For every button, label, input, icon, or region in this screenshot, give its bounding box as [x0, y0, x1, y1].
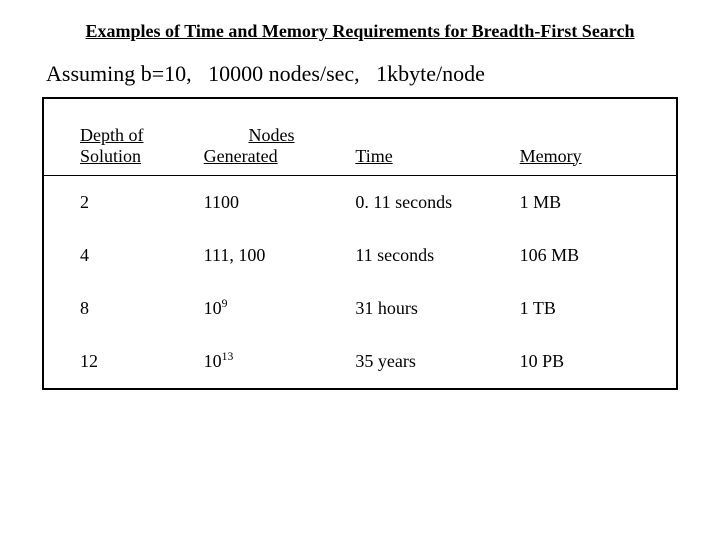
table-row: 4 111, 100 11 seconds 106 MB — [44, 229, 676, 282]
cell-nodes: 1013 — [196, 335, 348, 388]
col-header-time: Time — [347, 99, 511, 176]
bfs-table: Depth of Solution Nodes Generated Time M… — [44, 99, 676, 388]
cell-depth: 12 — [44, 335, 196, 388]
col-header-depth-line1: Depth of — [80, 125, 143, 145]
cell-nodes: 1100 — [196, 175, 348, 229]
cell-memory: 1 TB — [512, 282, 676, 335]
cell-memory: 10 PB — [512, 335, 676, 388]
col-header-depth-line2: Solution — [80, 146, 141, 166]
cell-depth: 8 — [44, 282, 196, 335]
table-row: 12 1013 35 years 10 PB — [44, 335, 676, 388]
bfs-table-container: Depth of Solution Nodes Generated Time M… — [42, 97, 678, 390]
page-title: Examples of Time and Memory Requirements… — [70, 20, 650, 43]
col-header-nodes-line2: Generated — [204, 146, 340, 167]
cell-nodes: 111, 100 — [196, 229, 348, 282]
cell-depth: 4 — [44, 229, 196, 282]
col-header-memory: Memory — [512, 99, 676, 176]
table-row: 8 109 31 hours 1 TB — [44, 282, 676, 335]
cell-memory: 106 MB — [512, 229, 676, 282]
cell-time: 31 hours — [347, 282, 511, 335]
col-header-depth: Depth of Solution — [44, 99, 196, 176]
cell-time: 0. 11 seconds — [347, 175, 511, 229]
table-header-row: Depth of Solution Nodes Generated Time M… — [44, 99, 676, 176]
cell-memory: 1 MB — [512, 175, 676, 229]
col-header-nodes-line1: Nodes — [204, 125, 340, 146]
table-row: 2 1100 0. 11 seconds 1 MB — [44, 175, 676, 229]
cell-time: 35 years — [347, 335, 511, 388]
cell-depth: 2 — [44, 175, 196, 229]
cell-nodes: 109 — [196, 282, 348, 335]
col-header-nodes: Nodes Generated — [196, 99, 348, 176]
table-body: 2 1100 0. 11 seconds 1 MB 4 111, 100 11 … — [44, 175, 676, 388]
cell-time: 11 seconds — [347, 229, 511, 282]
assumptions-text: Assuming b=10, 10000 nodes/sec, 1kbyte/n… — [40, 61, 680, 87]
